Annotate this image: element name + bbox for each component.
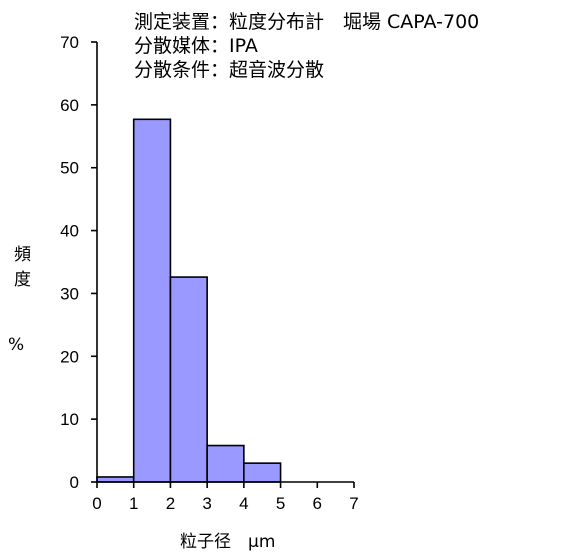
y-axis-label-char-1: 頻 <box>14 245 31 265</box>
annotation-medium: 分散媒体：IPA <box>134 35 258 57</box>
x-tick-label: 6 <box>313 494 322 513</box>
y-tick-label: 10 <box>60 410 79 429</box>
y-axis-unit: % <box>8 335 24 355</box>
x-tick-label: 3 <box>202 494 211 513</box>
x-tick-label: 7 <box>349 494 358 513</box>
annotation-device: 測定装置：粒度分布計 堀場 CAPA-700 <box>134 11 479 33</box>
y-tick-label: 60 <box>60 96 79 115</box>
histogram-bar-4 <box>243 462 282 483</box>
y-tick-label: 70 <box>60 33 79 52</box>
x-tick-label: 5 <box>276 494 285 513</box>
annotation-condition: 分散条件：超音波分散 <box>134 59 324 81</box>
histogram-bar-2 <box>169 276 208 483</box>
y-tick-label: 20 <box>60 347 79 366</box>
plot-area: 0 10 20 30 40 50 60 70 0 1 2 3 4 5 6 7 <box>60 33 359 513</box>
histogram-bar-1 <box>132 118 172 483</box>
y-tick-label: 0 <box>70 473 79 492</box>
x-axis-label: 粒子径 μm <box>180 532 275 552</box>
x-tick-label: 2 <box>166 494 175 513</box>
y-axis-label-char-2: 度 <box>14 270 31 290</box>
histogram-bar-3 <box>206 444 245 483</box>
y-tick-label: 30 <box>60 284 79 303</box>
y-tick-label: 40 <box>60 222 79 241</box>
x-tick-label: 0 <box>92 494 101 513</box>
y-tick-label: 50 <box>60 159 79 178</box>
x-tick-label: 4 <box>239 494 248 513</box>
x-tick-label: 1 <box>129 494 138 513</box>
